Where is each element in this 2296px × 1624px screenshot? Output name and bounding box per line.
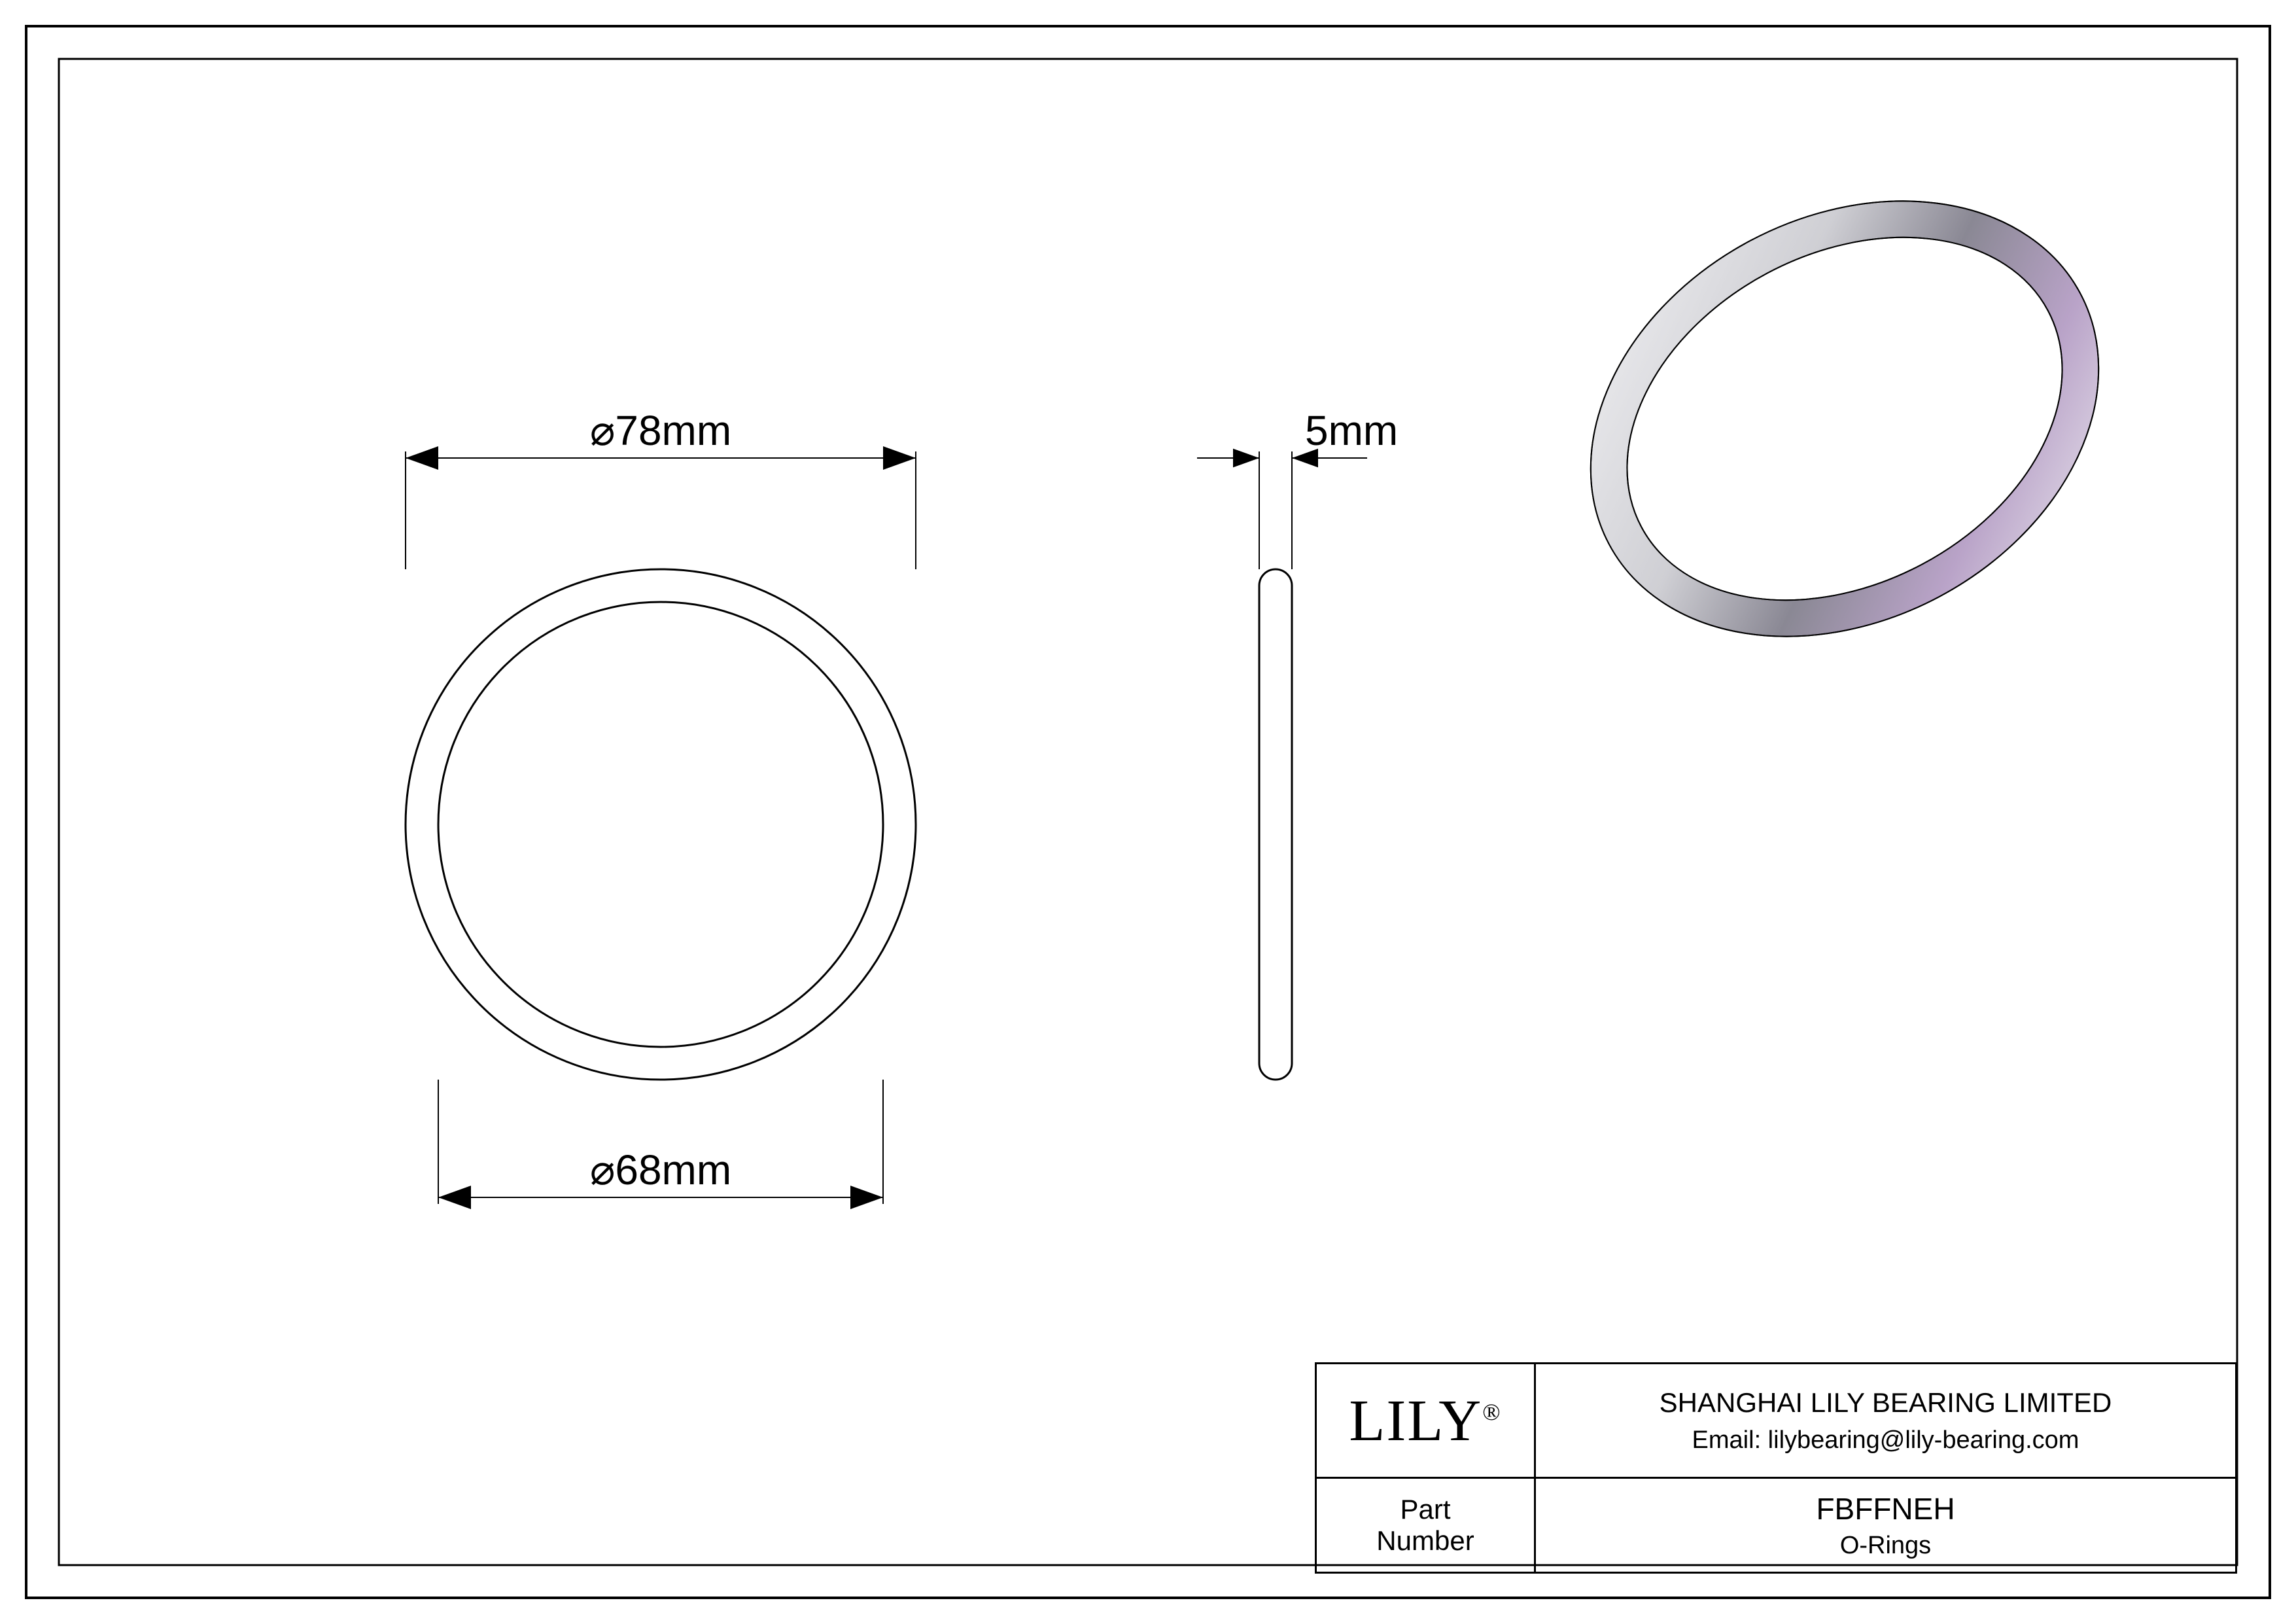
arrowhead <box>1233 449 1259 468</box>
logo-cell: LILY® <box>1316 1364 1535 1478</box>
dim-thickness: 5mm <box>1197 407 1398 569</box>
front-outer-circle <box>406 569 916 1080</box>
part-number: FBFFNEH <box>1537 1491 2235 1527</box>
iso-view <box>1514 116 2175 722</box>
dim-outer-diameter: ⌀78mm <box>406 407 916 569</box>
front-view: ⌀78mm ⌀68mm <box>406 407 916 1209</box>
dim-label: ⌀78mm <box>590 407 731 454</box>
dim-inner-diameter: ⌀68mm <box>438 1080 883 1209</box>
front-inner-circle <box>438 602 883 1047</box>
company-cell: SHANGHAI LILY BEARING LIMITED Email: lil… <box>1535 1364 2236 1478</box>
arrowhead <box>883 446 916 470</box>
part-number-label-cell: Part Number <box>1316 1478 1535 1573</box>
side-profile <box>1259 569 1292 1080</box>
part-description: O-Rings <box>1537 1532 2235 1560</box>
arrowhead <box>438 1186 471 1209</box>
arrowhead <box>406 446 438 470</box>
dim-label: ⌀68mm <box>590 1146 731 1193</box>
company-email: Email: lilybearing@lily-bearing.com <box>1537 1426 2235 1455</box>
part-label-line1: Part <box>1317 1494 1533 1525</box>
part-number-value-cell: FBFFNEH O-Rings <box>1535 1478 2236 1573</box>
part-label-line2: Number <box>1317 1525 1533 1557</box>
title-block: LILY® SHANGHAI LILY BEARING LIMITED Emai… <box>1315 1362 2237 1574</box>
side-view: 5mm <box>1197 407 1398 1080</box>
registered-mark-icon: ® <box>1482 1399 1501 1425</box>
arrowhead <box>850 1186 883 1209</box>
company-name: SHANGHAI LILY BEARING LIMITED <box>1537 1387 2235 1419</box>
inner-border <box>59 59 2237 1565</box>
dim-label: 5mm <box>1305 407 1398 454</box>
logo-text: LILY® <box>1349 1388 1501 1453</box>
